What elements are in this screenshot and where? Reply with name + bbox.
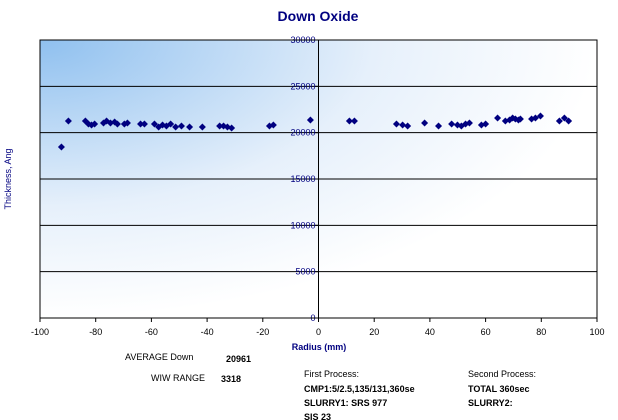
point xyxy=(123,119,131,127)
x-tick-label: 0 xyxy=(316,327,321,337)
point xyxy=(228,124,236,132)
x-tick-label: -80 xyxy=(89,327,102,337)
x-tick-label: 40 xyxy=(425,327,435,337)
stat-label: AVERAGE Down xyxy=(125,352,193,362)
point xyxy=(421,119,429,127)
point xyxy=(150,120,158,128)
x-tick-label: -40 xyxy=(201,327,214,337)
process-line: SLURRY2: xyxy=(468,398,513,408)
x-tick-label: 20 xyxy=(369,327,379,337)
y-tick-label: 25000 xyxy=(290,81,315,91)
point xyxy=(350,117,358,125)
stat-label: WIW RANGE xyxy=(151,373,205,383)
point xyxy=(516,115,524,123)
point xyxy=(465,119,473,127)
point xyxy=(269,121,277,129)
y-tick-label: 20000 xyxy=(290,128,315,138)
x-tick-label: 60 xyxy=(481,327,491,337)
point xyxy=(57,143,65,151)
point xyxy=(494,114,502,122)
chart-title: Down Oxide xyxy=(278,8,359,24)
point xyxy=(392,120,400,128)
point xyxy=(91,120,99,128)
point xyxy=(216,122,224,130)
point xyxy=(172,123,180,131)
point xyxy=(186,123,194,131)
x-tick-label: -100 xyxy=(31,327,49,337)
process-line: SLURRY1: SRS 977 xyxy=(304,398,387,408)
point xyxy=(137,120,145,128)
point xyxy=(399,121,407,129)
process-heading: Second Process: xyxy=(468,369,536,379)
point xyxy=(565,117,573,125)
process-line: CMP1:5/2.5,135/131,360se xyxy=(304,384,415,394)
y-tick-label: 15000 xyxy=(290,174,315,184)
point xyxy=(140,120,148,128)
x-tick-label: -60 xyxy=(145,327,158,337)
x-tick-label: 80 xyxy=(536,327,546,337)
x-axis-label: Radius (mm) xyxy=(292,342,347,352)
point xyxy=(404,122,412,130)
point xyxy=(177,122,185,130)
point xyxy=(223,123,231,131)
point xyxy=(531,114,539,122)
point xyxy=(64,117,72,125)
x-tick-label: -20 xyxy=(256,327,269,337)
point xyxy=(506,116,514,124)
point xyxy=(555,117,563,125)
stat-value: 20961 xyxy=(226,354,251,364)
point xyxy=(435,122,443,130)
point xyxy=(345,117,353,125)
process-heading: First Process: xyxy=(304,369,359,379)
y-tick-label: 10000 xyxy=(290,220,315,230)
point xyxy=(198,123,206,131)
x-tick-label: 100 xyxy=(589,327,604,337)
point xyxy=(167,120,175,128)
process-line: SIS 23 xyxy=(304,412,331,420)
y-tick-label: 5000 xyxy=(295,267,315,277)
process-line: TOTAL 360sec xyxy=(468,384,530,394)
point xyxy=(306,116,314,124)
point xyxy=(560,114,568,122)
point xyxy=(448,120,456,128)
point xyxy=(482,120,490,128)
point xyxy=(113,120,121,128)
point xyxy=(536,112,544,120)
y-axis-label: Thickness, Ang xyxy=(3,148,13,209)
stat-value: 3318 xyxy=(221,374,241,384)
